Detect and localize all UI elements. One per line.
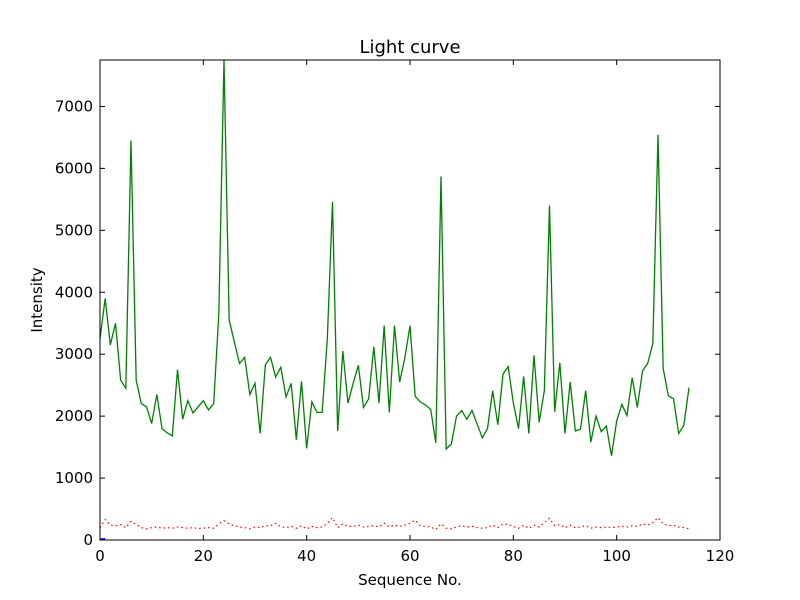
y-tick-label: 5000 <box>55 221 93 239</box>
y-tick-label: 7000 <box>55 97 93 115</box>
x-tick-label: 120 <box>706 547 735 565</box>
chart-title: Light curve <box>359 37 460 58</box>
x-tick-label: 20 <box>194 547 213 565</box>
x-tick-label: 60 <box>400 547 419 565</box>
y-tick-label: 2000 <box>55 407 93 425</box>
x-tick-label: 80 <box>504 547 523 565</box>
axes: 0 20 40 60 80 100 120 0 1000 2000 3000 4000 5000 6000… <box>55 59 735 565</box>
x-tick-label: 100 <box>602 547 631 565</box>
y-tick-label: 4000 <box>55 283 93 301</box>
series-line-1 <box>100 60 690 456</box>
y-tick-label: 6000 <box>55 159 93 177</box>
y-tick-label: 1000 <box>55 469 93 487</box>
x-tick-label: 0 <box>95 547 105 565</box>
y-tick-label: 3000 <box>55 345 93 363</box>
x-axis-label: Sequence No. <box>358 571 462 589</box>
x-tick-label: 40 <box>297 547 316 565</box>
y-axis-label: Intensity <box>28 267 46 332</box>
y-tick-label: 0 <box>83 531 93 549</box>
